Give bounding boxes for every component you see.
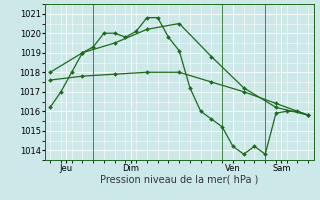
X-axis label: Pression niveau de la mer( hPa ): Pression niveau de la mer( hPa ) xyxy=(100,175,258,185)
